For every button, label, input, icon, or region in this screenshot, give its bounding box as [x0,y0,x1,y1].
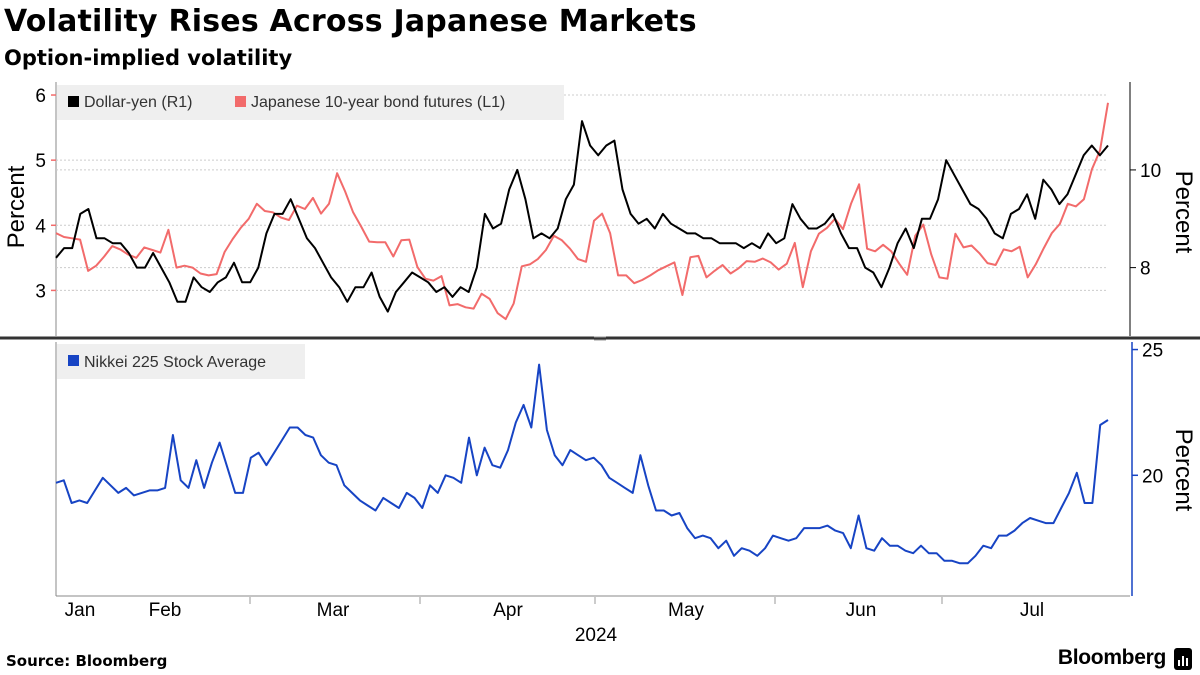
top-legend: Dollar-yen (R1) Japanese 10-year bond fu… [57,85,564,120]
legend-label-dollar-yen: Dollar-yen (R1) [84,94,192,111]
left-tick-label-5: 5 [35,151,46,172]
bloomberg-logo: Bloomberg [1057,646,1166,669]
top-right-axis-label: Percent [1170,171,1197,254]
bottom-right-axis-label: Percent [1170,429,1197,512]
top-gridlines [56,94,1108,291]
left-tick-label-3: 3 [35,281,46,302]
legend-swatch-dollar-yen [68,96,79,107]
chart-title: Volatility Rises Across Japanese Markets [4,4,697,39]
x-tick-label-feb: Feb [149,600,182,621]
top-panel: 3 4 5 6 8 10 Percent Percent Dollar-yen (R1)… [3,82,1197,336]
left-tick-label-4: 4 [35,216,46,237]
right-tick-label-10: 10 [1140,161,1161,182]
x-tick-label-apr: Apr [493,600,523,621]
bottom-right-tick-label-25: 25 [1142,341,1163,362]
legend-swatch-nikkei [68,355,79,366]
series-line-nikkei-225-stock-average [55,363,1109,565]
x-tick-label-jan: Jan [65,600,96,621]
x-tick-label-may: May [668,600,704,621]
bottom-right-tick-label-20: 20 [1142,466,1163,487]
bottom-legend-background [57,344,305,379]
top-right-tick-labels: 8 10 [1130,161,1161,280]
series-line-dollar-yen-r1 [55,120,1109,313]
bottom-series-lines [55,363,1109,565]
bloomberg-terminal-icon [1174,648,1192,670]
legend-label-nikkei: Nikkei 225 Stock Average [84,354,266,371]
chart-subtitle: Option-implied volatility [4,46,293,70]
top-legend-background [57,85,564,120]
x-axis: Jan Feb Mar Apr May Jun Jul [56,595,1130,621]
x-tick-label-jul: Jul [1020,600,1044,621]
x-tick-label-mar: Mar [317,600,350,621]
x-axis-year-label: 2024 [575,625,618,646]
source-note: Source: Bloomberg [6,652,168,670]
legend-label-jgb: Japanese 10-year bond futures (L1) [251,94,505,111]
left-tick-label-6: 6 [35,86,46,107]
top-series-lines [55,102,1109,321]
right-tick-label-8: 8 [1140,259,1151,280]
bottom-legend: Nikkei 225 Stock Average [57,344,305,379]
top-left-tick-labels: 3 4 5 6 [35,86,56,302]
series-line-japanese-10-year-bond-futures-l1 [55,102,1109,321]
top-left-axis-label: Percent [3,165,30,248]
legend-swatch-jgb [235,96,246,107]
x-tick-label-jun: Jun [846,600,877,621]
